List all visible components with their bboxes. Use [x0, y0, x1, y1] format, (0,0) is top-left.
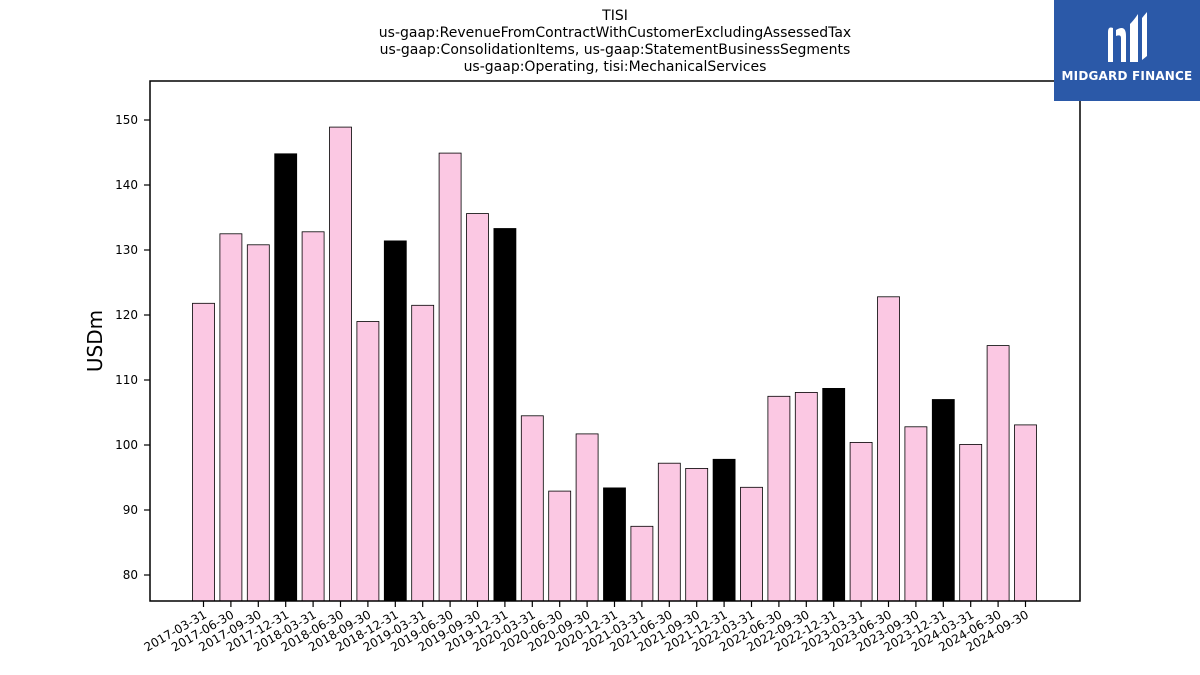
y-tick-label: 110	[115, 373, 138, 387]
y-axis-label: USDm	[83, 310, 107, 372]
bar-2022-09-30	[794, 391, 818, 602]
bar-2019-09-30	[466, 213, 489, 602]
midgard-logo-icon	[1108, 12, 1147, 62]
bar-2024-09-30	[1014, 424, 1037, 602]
bar-2020-09-30	[575, 433, 599, 602]
chart-title: TISIus-gaap:RevenueFromContractWithCusto…	[379, 8, 851, 75]
chart-title-line: us-gaap:ConsolidationItems, us-gaap:Stat…	[380, 42, 851, 58]
bar-2023-12-31	[931, 399, 955, 602]
y-tick-label: 80	[123, 568, 138, 582]
bar-2022-06-30	[767, 395, 791, 602]
bar-2018-03-31	[301, 231, 325, 602]
bar-2018-12-31	[383, 240, 407, 602]
bar-2021-03-31	[630, 525, 654, 602]
bar-2017-09-30	[246, 244, 270, 602]
bar-2017-12-31	[274, 153, 298, 602]
bar-2020-06-30	[548, 490, 572, 602]
bar-2019-03-31	[411, 304, 435, 602]
bar-2023-03-31	[849, 441, 873, 602]
bar-2023-06-30	[877, 296, 900, 602]
y-axis: 80 90 100 110 120 130 140 150	[115, 113, 150, 582]
bar-2018-09-30	[356, 321, 380, 602]
bar-2022-12-31	[822, 387, 846, 602]
bar-2021-09-30	[685, 467, 709, 602]
x-axis: 2017-03-312017-06-302017-09-302017-12-31…	[142, 601, 1031, 654]
bar-2017-06-30	[219, 233, 243, 602]
chart-title-line: us-gaap:Operating, tisi:MechanicalServic…	[464, 59, 767, 75]
bar-2023-09-30	[904, 426, 928, 602]
bar-2021-12-31	[712, 458, 736, 602]
bar-2024-03-31	[959, 443, 983, 602]
bar-2018-06-30	[329, 126, 352, 602]
y-tick-label: 90	[123, 503, 138, 517]
bars	[192, 126, 1037, 602]
y-tick-label: 100	[115, 438, 138, 452]
bar-2022-03-31	[740, 486, 763, 602]
bar-2019-12-31	[493, 228, 517, 602]
bar-2020-12-31	[603, 487, 626, 602]
y-tick-label: 120	[115, 308, 138, 322]
chart-title-line: TISI	[601, 8, 628, 24]
y-tick-label: 130	[115, 243, 138, 257]
bar-2019-06-30	[438, 152, 462, 602]
bar-2021-06-30	[657, 462, 681, 602]
chart-title-line: us-gaap:RevenueFromContractWithCustomerE…	[379, 25, 851, 41]
bar-2024-06-30	[986, 345, 1010, 602]
y-tick-label: 140	[115, 178, 138, 192]
bar-2020-03-31	[520, 415, 544, 602]
logo-text: MIDGARD FINANCE	[1061, 69, 1193, 83]
midgard-finance-logo: MIDGARD FINANCE	[1054, 0, 1200, 101]
bar-2017-03-31	[192, 302, 215, 602]
y-tick-label: 150	[115, 113, 138, 127]
